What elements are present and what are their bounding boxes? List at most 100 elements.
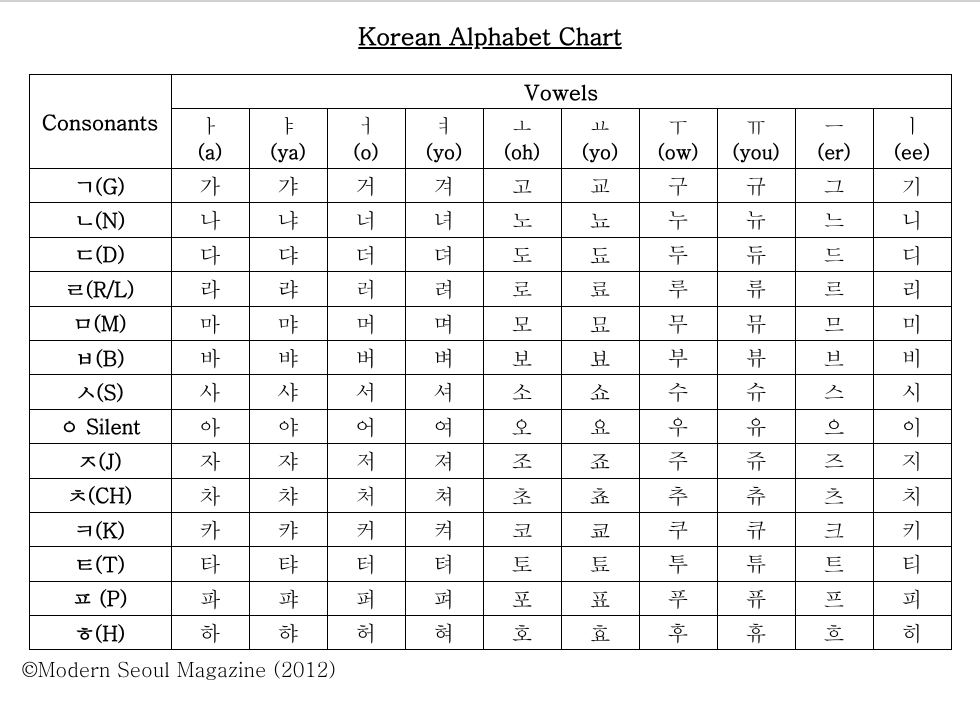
vowel-hangul: ㅡ: [800, 111, 869, 139]
syllable-cell: 쟈: [249, 444, 327, 478]
table-row: ㅎ(H)하햐허혀호효후휴흐히: [29, 616, 951, 650]
syllable-cell: 니: [873, 203, 951, 237]
syllable-cell: 히: [873, 616, 951, 650]
syllable-cell: 처: [327, 478, 405, 512]
syllable-cell: 무: [639, 306, 717, 340]
table-row: ㄷ(D)다댜더뎌도됴두듀드디: [29, 237, 951, 271]
vowel-hangul: ㅓ: [332, 111, 401, 139]
vowel-col-1: ㅑ(ya): [249, 109, 327, 169]
vowel-romanization: (ya): [254, 139, 323, 166]
syllable-cell: 다: [171, 237, 249, 271]
syllable-cell: 머: [327, 306, 405, 340]
syllable-cell: 쳐: [405, 478, 483, 512]
syllable-cell: 버: [327, 340, 405, 374]
syllable-cell: 사: [171, 375, 249, 409]
table-row: ㅇ Silent아야어여오요우유으이: [29, 409, 951, 443]
consonant-label: ㄹ(R/L): [29, 272, 171, 306]
syllable-cell: 타: [171, 547, 249, 581]
syllable-cell: 햐: [249, 616, 327, 650]
table-row: ㅂ(B)바뱌버벼보뵤부뷰브비: [29, 340, 951, 374]
syllable-cell: 이: [873, 409, 951, 443]
syllable-cell: 뮤: [717, 306, 795, 340]
syllable-cell: 텨: [405, 547, 483, 581]
syllable-cell: 라: [171, 272, 249, 306]
vowel-hangul: ㅣ: [878, 111, 947, 139]
syllable-cell: 기: [873, 168, 951, 202]
syllable-cell: 나: [171, 203, 249, 237]
table-row: ㄴ(N)나냐너녀노뇨누뉴느니: [29, 203, 951, 237]
syllable-cell: 커: [327, 512, 405, 546]
syllable-cell: 투: [639, 547, 717, 581]
syllable-cell: 랴: [249, 272, 327, 306]
syllable-cell: 도: [483, 237, 561, 271]
consonant-label: ㅍ (P): [29, 581, 171, 615]
syllable-cell: 됴: [561, 237, 639, 271]
vowels-header: Vowels: [171, 75, 951, 109]
syllable-cell: 려: [405, 272, 483, 306]
table-body: ㄱ(G)가갸거겨고교구규그기ㄴ(N)나냐너녀노뇨누뉴느니ㄷ(D)다댜더뎌도됴두듀…: [29, 168, 951, 649]
syllable-cell: 뷰: [717, 340, 795, 374]
syllable-cell: 흐: [795, 616, 873, 650]
syllable-cell: 디: [873, 237, 951, 271]
syllable-cell: 류: [717, 272, 795, 306]
syllable-cell: 두: [639, 237, 717, 271]
syllable-cell: 스: [795, 375, 873, 409]
syllable-cell: 댜: [249, 237, 327, 271]
syllable-cell: 초: [483, 478, 561, 512]
vowel-col-0: ㅏ(a): [171, 109, 249, 169]
syllable-cell: 피: [873, 581, 951, 615]
syllable-cell: 비: [873, 340, 951, 374]
page: Korean Alphabet Chart Consonants Vowels …: [0, 0, 980, 702]
consonant-label: ㅌ(T): [29, 547, 171, 581]
syllable-cell: 누: [639, 203, 717, 237]
syllable-cell: 호: [483, 616, 561, 650]
syllable-cell: 부: [639, 340, 717, 374]
syllable-cell: 튜: [717, 547, 795, 581]
syllable-cell: 로: [483, 272, 561, 306]
syllable-cell: 러: [327, 272, 405, 306]
syllable-cell: 먀: [249, 306, 327, 340]
syllable-cell: 키: [873, 512, 951, 546]
syllable-cell: 츠: [795, 478, 873, 512]
syllable-cell: 져: [405, 444, 483, 478]
syllable-cell: 쿄: [561, 512, 639, 546]
syllable-cell: 시: [873, 375, 951, 409]
table-row: ㅊ(CH)차챠처쳐초쵸추츄츠치: [29, 478, 951, 512]
vowel-col-9: ㅣ(ee): [873, 109, 951, 169]
syllable-cell: 루: [639, 272, 717, 306]
syllable-cell: 효: [561, 616, 639, 650]
syllable-cell: 어: [327, 409, 405, 443]
vowel-romanization: (you): [722, 139, 791, 166]
syllable-cell: 드: [795, 237, 873, 271]
syllable-cell: 겨: [405, 168, 483, 202]
syllable-cell: 하: [171, 616, 249, 650]
table-row: ㅁ(M)마먀머며모묘무뮤므미: [29, 306, 951, 340]
syllable-cell: 므: [795, 306, 873, 340]
syllable-cell: 갸: [249, 168, 327, 202]
syllable-cell: 캬: [249, 512, 327, 546]
vowel-col-8: ㅡ(er): [795, 109, 873, 169]
consonant-label: ㅋ(K): [29, 512, 171, 546]
syllable-cell: 후: [639, 616, 717, 650]
syllable-cell: 구: [639, 168, 717, 202]
table-row: ㅋ(K)카캬커켜코쿄쿠큐크키: [29, 512, 951, 546]
vowel-hangul: ㅗ: [488, 111, 557, 139]
table-row: ㄱ(G)가갸거겨고교구규그기: [29, 168, 951, 202]
table-row: ㅈ(J)자쟈저져조죠주쥬즈지: [29, 444, 951, 478]
syllable-cell: 포: [483, 581, 561, 615]
syllable-cell: 혀: [405, 616, 483, 650]
syllable-cell: 료: [561, 272, 639, 306]
vowel-romanization: (yo): [566, 139, 635, 166]
syllable-cell: 너: [327, 203, 405, 237]
consonant-label: ㅎ(H): [29, 616, 171, 650]
syllable-cell: 교: [561, 168, 639, 202]
syllable-cell: 파: [171, 581, 249, 615]
syllable-cell: 브: [795, 340, 873, 374]
table-row: ㄹ(R/L)라랴러려로료루류르리: [29, 272, 951, 306]
vowel-romanization: (ow): [644, 139, 713, 166]
syllable-cell: 쵸: [561, 478, 639, 512]
syllable-cell: 요: [561, 409, 639, 443]
vowel-romanization: (oh): [488, 139, 557, 166]
syllable-cell: 쿠: [639, 512, 717, 546]
syllable-cell: 저: [327, 444, 405, 478]
